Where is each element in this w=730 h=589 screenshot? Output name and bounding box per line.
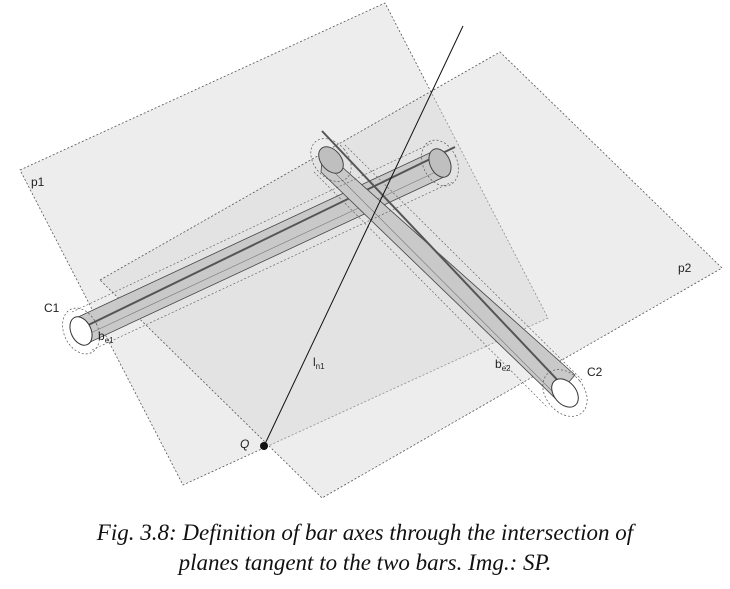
label-be1: be1	[98, 329, 114, 345]
label-p2: p2	[678, 261, 692, 275]
point-q	[260, 442, 268, 450]
bar-2-tolerance-near	[542, 369, 588, 417]
label-q: Q	[240, 437, 249, 451]
plane-p2	[99, 51, 723, 499]
figure-diagram: p1 p2 C1 C2 be1 be2 ln1 Q	[19, 2, 723, 499]
bar-1-tolerance-far	[421, 139, 459, 187]
caption-line-2: planes tangent to the two bars. Img.: SP…	[178, 550, 552, 575]
figure-caption: Fig. 3.8: Definition of bar axes through…	[0, 518, 730, 578]
bar-2-end-near	[551, 378, 579, 408]
label-ln1: ln1	[313, 355, 325, 371]
label-p1: p1	[31, 175, 45, 189]
bar-1-end-near	[69, 316, 93, 346]
bar-2	[310, 130, 588, 417]
normal-line-ln1	[263, 25, 464, 447]
caption-line-1: Fig. 3.8: Definition of bar axes through…	[96, 520, 634, 545]
bar-2-tolerance-far	[310, 138, 352, 182]
bar-2-envelope-left	[313, 171, 549, 409]
bar-2-end-far	[318, 146, 344, 174]
label-be2: be2	[495, 357, 511, 373]
label-c2: C2	[587, 365, 603, 379]
bar-1-end-far	[428, 148, 452, 178]
bar-1-tolerance-near	[62, 307, 100, 355]
diagram-canvas: p1 p2 C1 C2 be1 be2 ln1 Q	[19, 2, 723, 499]
label-c1: C1	[44, 301, 60, 315]
